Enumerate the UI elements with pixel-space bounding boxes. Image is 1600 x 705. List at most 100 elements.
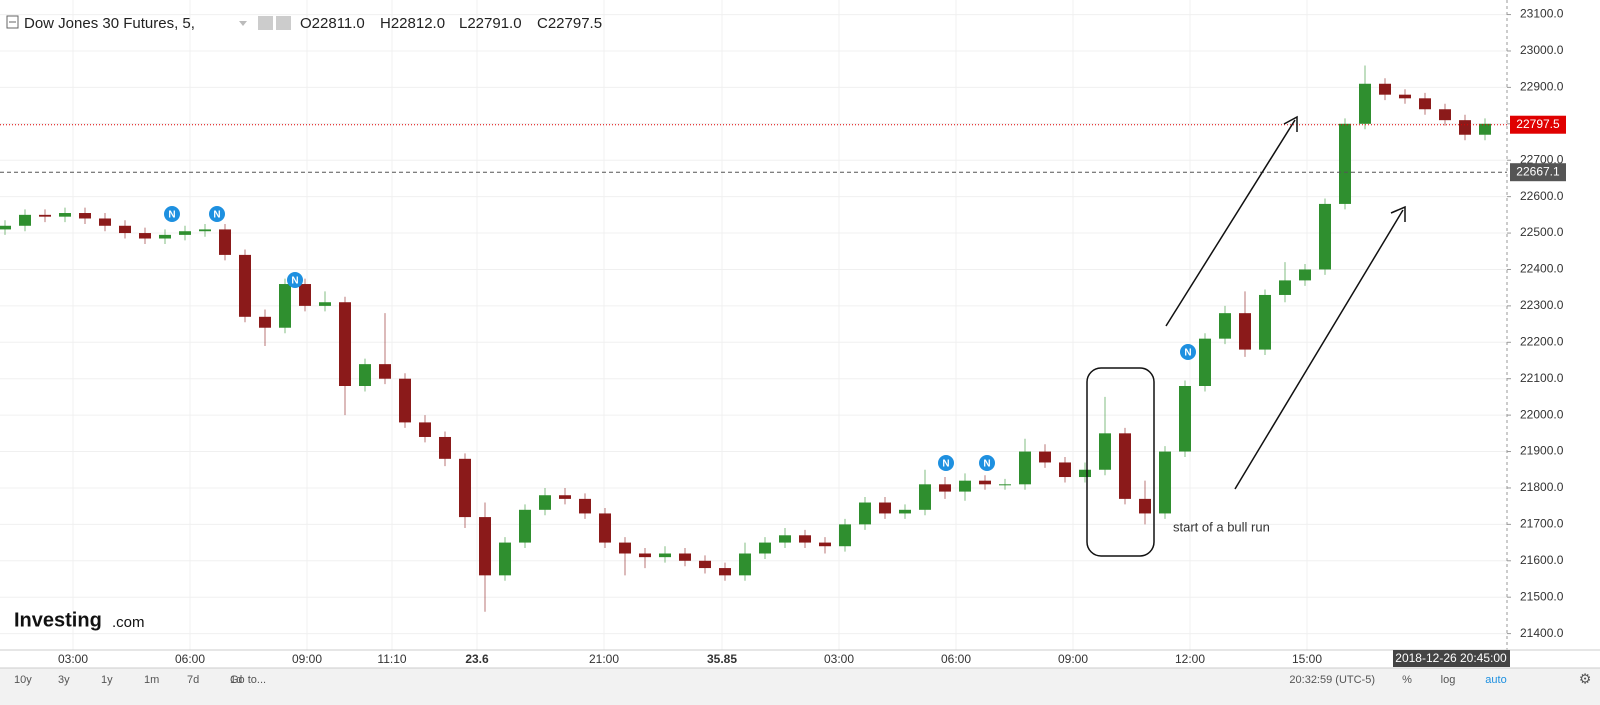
- candle-body: [259, 316, 271, 328]
- price-label: 22667.1: [1516, 164, 1560, 178]
- candle-body: [99, 218, 111, 226]
- range-button[interactable]: 10y: [14, 674, 32, 686]
- dropdown-icon[interactable]: [239, 21, 247, 26]
- candle-body: [1239, 313, 1251, 350]
- logo: Investing: [14, 609, 102, 631]
- candle-body: [679, 553, 691, 561]
- price-label-box: [1510, 163, 1566, 182]
- axis-option[interactable]: %: [1402, 674, 1412, 686]
- x-tick-label: 06:00: [941, 652, 971, 666]
- clock: 20:32:59 (UTC-5): [1289, 674, 1375, 686]
- candle-body: [0, 225, 11, 230]
- x-tick-label: 09:00: [292, 652, 322, 666]
- candle-body: [1399, 94, 1411, 99]
- x-tick-label: 06:00: [175, 652, 205, 666]
- candle-body: [1019, 451, 1031, 485]
- collapse-icon[interactable]: [6, 15, 19, 29]
- cursor-time-box: [1393, 650, 1510, 667]
- price-label-box: [1510, 115, 1566, 134]
- arrow: [1234, 209, 1404, 490]
- news-marker[interactable]: [209, 206, 225, 222]
- candle-body: [379, 364, 391, 379]
- news-marker[interactable]: [979, 455, 995, 471]
- arrow-head: [1390, 205, 1406, 222]
- candle-body: [879, 502, 891, 514]
- candle-body: [659, 553, 671, 558]
- candle-body: [159, 234, 171, 239]
- candle-body: [1159, 451, 1171, 514]
- y-tick-label: 21400.0: [1520, 626, 1564, 640]
- candle-body: [179, 231, 191, 235]
- news-marker[interactable]: [287, 272, 303, 288]
- candle-body: [579, 498, 591, 514]
- candle-body: [139, 233, 151, 239]
- candle-body: [619, 542, 631, 554]
- candle-body: [519, 509, 531, 543]
- news-marker[interactable]: [938, 455, 954, 471]
- ohlc-legend: O22811.0 H22812.0 L22791.0 C22797.5: [300, 15, 602, 32]
- candle-body: [779, 535, 791, 543]
- candle-body: [359, 364, 371, 386]
- cursor-time: 2018-12-26 20:45:00: [1395, 651, 1507, 665]
- candle-body: [1099, 433, 1111, 470]
- y-tick-label: 22500.0: [1520, 225, 1564, 239]
- x-tick-label: 09:00: [1058, 652, 1088, 666]
- candle-body: [1319, 203, 1331, 270]
- candle-body: [1079, 469, 1091, 478]
- candle-body: [279, 284, 291, 328]
- news-marker-label: N: [1184, 348, 1191, 359]
- candle-body: [859, 502, 871, 525]
- toolbar: [0, 668, 1600, 705]
- settings-gear[interactable]: ⚙: [1579, 671, 1592, 687]
- y-tick-label: 23100.0: [1520, 7, 1564, 21]
- candle-body: [699, 560, 711, 569]
- candle-body: [999, 484, 1011, 486]
- eye-icon[interactable]: [258, 16, 273, 30]
- y-tick-label: 22200.0: [1520, 334, 1564, 348]
- annotation: start of a bull run: [1173, 519, 1270, 534]
- x-tick-label: 12:00: [1175, 652, 1205, 666]
- y-tick-label: 21600.0: [1520, 553, 1564, 567]
- candle-body: [1479, 123, 1491, 135]
- grid: [0, 0, 1507, 650]
- news-marker-label: N: [983, 459, 990, 470]
- axis-option[interactable]: auto: [1485, 674, 1506, 686]
- news-marker[interactable]: [164, 206, 180, 222]
- candle-body: [1199, 338, 1211, 386]
- y-tick-label: 21500.0: [1520, 589, 1564, 603]
- candle-body: [339, 302, 351, 386]
- x-tick-label: 03:00: [824, 652, 854, 666]
- y-tick-label: 22700.0: [1520, 152, 1564, 166]
- news-marker-label: N: [291, 276, 298, 287]
- news-marker[interactable]: [1180, 344, 1196, 360]
- range-button[interactable]: 1d: [230, 674, 242, 686]
- candle-body: [1459, 120, 1471, 135]
- candle-body: [1299, 269, 1311, 281]
- range-button[interactable]: 1m: [144, 674, 159, 686]
- range-button[interactable]: 3y: [58, 674, 70, 686]
- candle-body: [419, 422, 431, 437]
- y-tick-label: 22600.0: [1520, 189, 1564, 203]
- candle-body: [819, 542, 831, 547]
- news-marker-label: N: [213, 210, 220, 221]
- candle-body: [919, 484, 931, 510]
- ohlc-value: O22811.0: [300, 15, 365, 32]
- candle-body: [459, 458, 471, 518]
- settings-icon[interactable]: [276, 16, 291, 30]
- range-button[interactable]: 1y: [101, 674, 113, 686]
- candle-body: [1419, 98, 1431, 110]
- news-marker-label: N: [942, 459, 949, 470]
- candle-body: [19, 214, 31, 226]
- ohlc-value: C22797.5: [537, 15, 602, 32]
- range-button[interactable]: 7d: [187, 674, 199, 686]
- candle-body: [759, 542, 771, 554]
- x-tick-label: 23.6: [465, 652, 489, 666]
- candle-body: [1359, 83, 1371, 124]
- x-tick-label: 15:00: [1292, 652, 1322, 666]
- range-button[interactable]: Go to...: [230, 674, 266, 686]
- candle-body: [319, 302, 331, 306]
- axis-option[interactable]: log: [1441, 674, 1456, 686]
